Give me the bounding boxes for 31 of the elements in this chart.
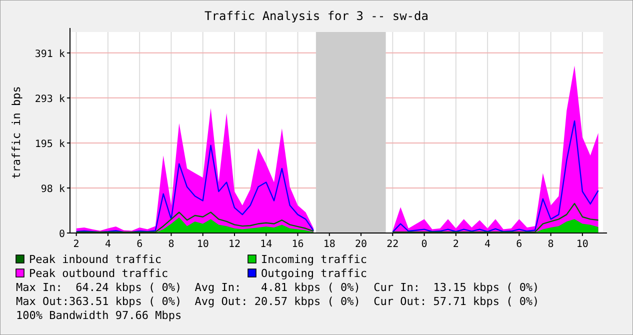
x-tick-label: 4 (104, 239, 111, 250)
x-tick-label: 2 (73, 239, 80, 250)
text: Max In: 64.24 kbps ( 0%) Avg In: 4.81 kbps ( 0%) Cur In: 13.15 kbps ( 0%) (16, 281, 540, 294)
x-tick-label: 16 (292, 239, 304, 250)
x-tick-label: 20 (354, 239, 368, 250)
legend-label: Incoming traffic (261, 253, 367, 266)
y-tick-label: 391 k (34, 48, 65, 60)
x-tick-label: 4 (484, 239, 491, 250)
text: 100% Bandwidth 97.66 Mbps (16, 309, 182, 322)
legend-label: Peak inbound traffic (29, 253, 162, 266)
x-tick-label: 12 (228, 239, 241, 250)
legend-label: Peak outbound traffic (29, 267, 168, 280)
chart-title: Traffic Analysis for 3 -- sw-da (204, 9, 428, 23)
x-tick-label: 14 (260, 239, 272, 250)
x-tick-label: 2 (452, 239, 459, 250)
x-tick-label: 10 (576, 239, 588, 250)
y-tick-label: 195 k (34, 138, 65, 150)
x-tick-label: 6 (516, 239, 522, 250)
x-tick-label: 22 (386, 239, 399, 250)
legend-label: Outgoing traffic (261, 267, 367, 280)
text: Max Out:363.51 kbps ( 0%) Avg Out: 20.57 kbps ( 0%) Cur Out: 57.71 kbps ( 0%) (16, 295, 540, 308)
x-tick-label: 18 (323, 239, 336, 250)
x-tick-label: 8 (168, 239, 174, 250)
y-tick-label: 293 k (34, 94, 65, 105)
y-axis-title: traffic in bps (10, 86, 23, 179)
x-tick-label: 6 (136, 239, 143, 250)
x-tick-label: 8 (548, 239, 554, 250)
y-tick-label: 98 k (40, 184, 65, 195)
y-tick-label: 0 (58, 229, 65, 240)
x-tick-label: 10 (196, 239, 209, 250)
x-tick-label: 0 (421, 239, 428, 250)
